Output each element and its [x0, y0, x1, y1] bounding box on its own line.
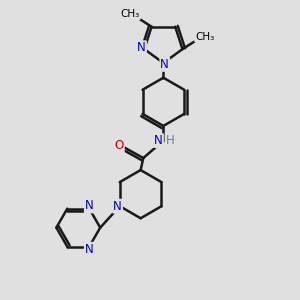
- Text: N: N: [85, 243, 94, 256]
- Text: H: H: [166, 134, 175, 147]
- Text: N: N: [137, 41, 146, 54]
- Text: O: O: [115, 140, 124, 152]
- Text: CH₃: CH₃: [195, 32, 214, 42]
- Text: N: N: [154, 134, 163, 147]
- Text: N: N: [160, 58, 169, 71]
- Text: N: N: [113, 200, 122, 213]
- Text: CH₃: CH₃: [121, 9, 140, 19]
- Text: N: N: [85, 200, 94, 212]
